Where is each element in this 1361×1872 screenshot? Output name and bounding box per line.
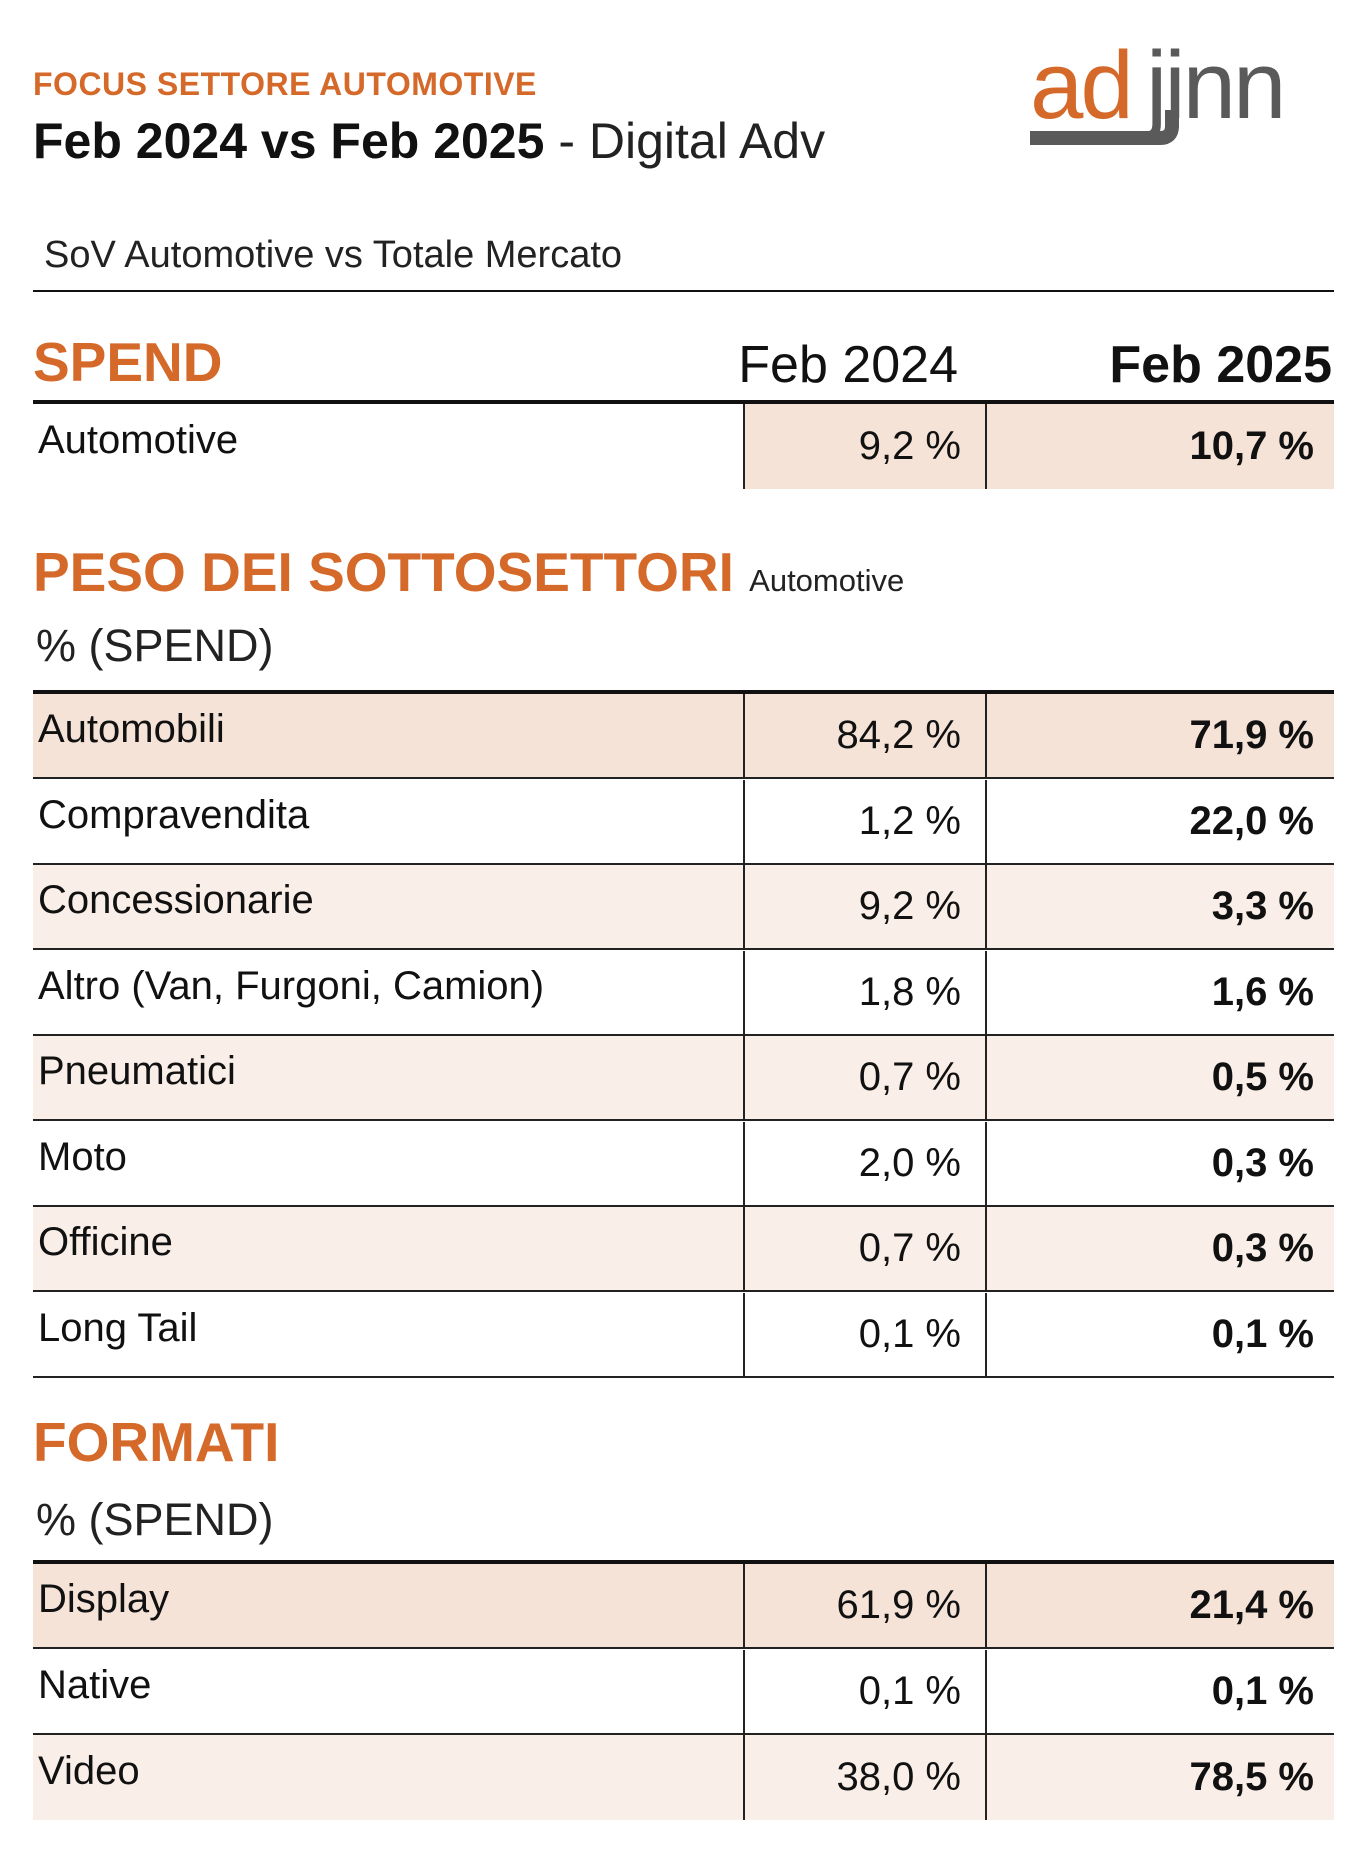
value-feb-2025: 21,4 %: [985, 1564, 1334, 1647]
value-feb-2025: 0,3 %: [985, 1121, 1334, 1205]
table-row: Compravendita 1,2 % 22,0 %: [33, 779, 1334, 865]
table-top-rule: [33, 1560, 1334, 1564]
table-row: Display 61,9 % 21,4 %: [33, 1564, 1334, 1649]
row-label: Altro (Van, Furgoni, Camion): [38, 963, 545, 1008]
subsectors-title: PESO DEI SOTTOSETTORI: [33, 541, 734, 603]
title-sub: - Digital Adv: [544, 113, 826, 169]
kicker-title: FOCUS SETTORE AUTOMOTIVE: [33, 66, 537, 102]
row-label: Native: [38, 1662, 152, 1707]
value-feb-2024: 0,7 %: [743, 1207, 985, 1290]
svg-text:jinn: jinn: [1143, 40, 1283, 139]
page-title: Feb 2024 vs Feb 2025 - Digital Adv: [33, 112, 825, 170]
table-row: Altro (Van, Furgoni, Camion) 1,8 % 1,6 %: [33, 950, 1334, 1036]
table-row: Officine 0,7 % 0,3 %: [33, 1207, 1334, 1292]
value-feb-2024: 1,8 %: [743, 950, 985, 1034]
value-feb-2025: 78,5 %: [985, 1735, 1334, 1820]
value-feb-2024: 38,0 %: [743, 1735, 985, 1820]
value-feb-2024: 9,2 %: [743, 404, 985, 489]
value-feb-2024: 0,1 %: [743, 1292, 985, 1376]
value-feb-2024: 1,2 %: [743, 779, 985, 863]
table-top-rule: [33, 690, 1334, 694]
value-feb-2025: 71,9 %: [985, 694, 1334, 777]
row-label: Display: [38, 1577, 170, 1621]
row-label: Automotive: [38, 418, 239, 462]
value-feb-2024: 9,2 %: [743, 865, 985, 948]
value-feb-2024: 0,7 %: [743, 1036, 985, 1119]
title-main: Feb 2024 vs Feb 2025: [33, 113, 545, 169]
value-feb-2025: 0,5 %: [985, 1036, 1334, 1119]
spend-heading: SPEND: [33, 331, 223, 393]
row-label: Moto: [38, 1134, 127, 1179]
table-row: Moto 2,0 % 0,3 %: [33, 1121, 1334, 1207]
value-feb-2025: 22,0 %: [985, 779, 1334, 863]
table-row: Pneumatici 0,7 % 0,5 %: [33, 1036, 1334, 1121]
value-feb-2024: 61,9 %: [743, 1564, 985, 1647]
value-feb-2025: 0,3 %: [985, 1207, 1334, 1290]
formats-unit: % (SPEND): [36, 1494, 274, 1545]
value-feb-2024: 0,1 %: [743, 1649, 985, 1733]
value-feb-2025: 0,1 %: [985, 1292, 1334, 1376]
table-row: Concessionarie 9,2 % 3,3 %: [33, 865, 1334, 950]
table-row: Long Tail 0,1 % 0,1 %: [33, 1292, 1334, 1378]
table-top-rule: [33, 400, 1334, 404]
subsectors-heading: PESO DEI SOTTOSETTORI Automotive: [33, 540, 904, 604]
divider: [33, 290, 1334, 292]
row-label: Video: [38, 1749, 140, 1793]
subsectors-unit: % (SPEND): [36, 620, 274, 671]
table-row: Video 38,0 % 78,5 %: [33, 1735, 1334, 1820]
col-header-feb-2025: Feb 2025: [1109, 336, 1332, 394]
subsectors-note: Automotive: [749, 563, 905, 598]
adjinn-logo: ad jinn: [1030, 40, 1286, 145]
value-feb-2025: 1,6 %: [985, 950, 1334, 1034]
value-feb-2025: 10,7 %: [985, 404, 1334, 489]
value-feb-2024: 2,0 %: [743, 1121, 985, 1205]
svg-text:ad: ad: [1030, 40, 1131, 139]
row-label: Automobili: [38, 707, 225, 751]
formats-heading: FORMATI: [33, 1411, 280, 1473]
col-header-feb-2024: Feb 2024: [738, 336, 958, 394]
row-label: Pneumatici: [38, 1049, 236, 1093]
row-label: Compravendita: [38, 792, 310, 837]
table-row: Native 0,1 % 0,1 %: [33, 1649, 1334, 1735]
row-label: Officine: [38, 1220, 173, 1264]
value-feb-2025: 0,1 %: [985, 1649, 1334, 1733]
sov-label: SoV Automotive vs Totale Mercato: [44, 234, 623, 276]
table-row: Automotive 9,2 % 10,7 %: [33, 404, 1334, 489]
value-feb-2025: 3,3 %: [985, 865, 1334, 948]
row-label: Long Tail: [38, 1305, 198, 1350]
value-feb-2024: 84,2 %: [743, 694, 985, 777]
table-row: Automobili 84,2 % 71,9 %: [33, 694, 1334, 779]
row-label: Concessionarie: [38, 878, 314, 922]
